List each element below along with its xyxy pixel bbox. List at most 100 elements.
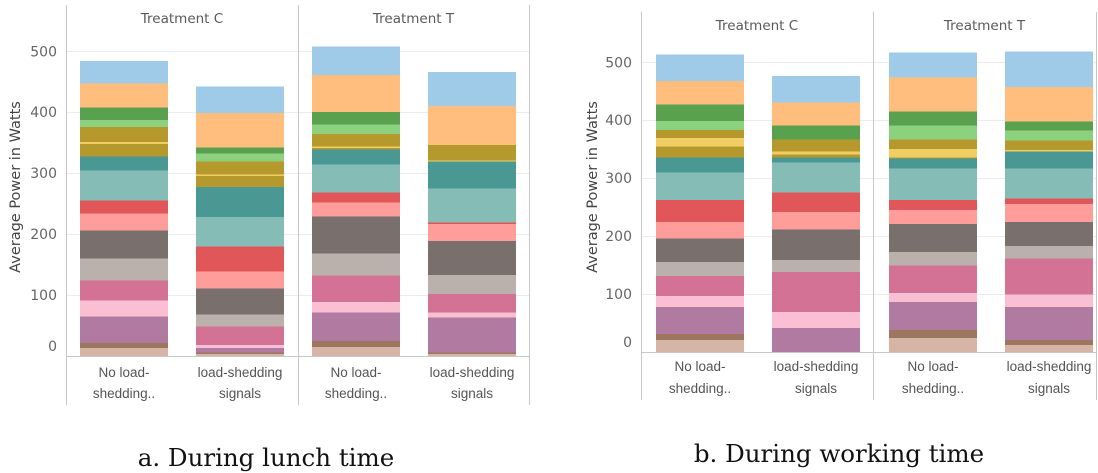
bar-segment	[312, 301, 400, 313]
bar-segment	[312, 124, 400, 135]
y-tick-label: 0	[48, 339, 57, 355]
bar-segment	[889, 329, 977, 339]
bar-segment	[80, 61, 168, 84]
bar-segment	[772, 154, 860, 158]
bar-segment	[80, 348, 168, 356]
bar-segment	[312, 346, 400, 356]
x-category-label: shedding..	[93, 386, 155, 401]
bar-segment	[196, 345, 284, 349]
bar-segment	[656, 334, 744, 340]
stacked-bar	[80, 61, 168, 356]
bar-segment	[1005, 294, 1093, 307]
bar-segment	[80, 126, 168, 143]
y-tick-label: 0	[623, 335, 632, 351]
bar-segment	[312, 202, 400, 217]
bar-segment	[772, 192, 860, 212]
bar-segment	[656, 200, 744, 223]
stacked-bar	[196, 86, 284, 356]
bar-segment	[80, 120, 168, 127]
bar-segment	[772, 125, 860, 140]
bar-segment	[772, 102, 860, 126]
x-category-label: signals	[1028, 381, 1070, 396]
bar-segment	[656, 306, 744, 335]
bar-segment	[196, 314, 284, 327]
bar-segment	[196, 112, 284, 148]
bar-segment	[428, 354, 516, 356]
bar-segment	[428, 222, 516, 224]
bar-segment	[889, 210, 977, 224]
bar-segment	[656, 222, 744, 239]
bar-segment	[656, 146, 744, 158]
bar-segment	[196, 217, 284, 247]
bar-segment	[656, 54, 744, 81]
bar-segment	[889, 338, 977, 352]
bar-segment	[889, 168, 977, 201]
bar-segment	[196, 326, 284, 346]
x-category-label: No load-	[330, 365, 381, 380]
bar-segment	[312, 146, 400, 149]
bar-segment	[1005, 339, 1093, 346]
facet-header: Treatment C	[140, 11, 223, 27]
bar-segment	[312, 148, 400, 150]
bar-segment	[196, 288, 284, 315]
x-category-label: shedding..	[669, 381, 731, 396]
bar-segment	[80, 142, 168, 144]
bar-segment	[196, 354, 284, 356]
bar-segment	[656, 130, 744, 139]
bar-segment	[656, 339, 744, 352]
bar-segment	[312, 216, 400, 254]
bar-segment	[80, 343, 168, 349]
facet-header: Treatment C	[715, 18, 798, 34]
y-tick-label: 500	[30, 44, 57, 60]
bar-segment	[196, 271, 284, 289]
bar-segment	[312, 46, 400, 76]
bar-segment	[656, 276, 744, 296]
bar-segment	[889, 223, 977, 252]
bar-segment	[196, 187, 284, 218]
chart-caption: b. During working time	[694, 439, 984, 468]
bar-segment	[772, 328, 860, 352]
bar-segment	[656, 138, 744, 147]
y-tick-label: 400	[30, 105, 57, 121]
bar-segment	[196, 161, 284, 175]
bar-segment	[80, 107, 168, 121]
bar-segment	[1005, 258, 1093, 295]
stacked-bar	[428, 72, 516, 356]
bar-segment	[196, 174, 284, 177]
bar-segment	[1005, 140, 1093, 150]
bar-segment	[80, 280, 168, 301]
bar-segment	[312, 112, 400, 125]
bar-segment	[889, 149, 977, 158]
bar-segment	[656, 172, 744, 201]
bar-segment	[312, 134, 400, 147]
bar-segment	[656, 120, 744, 131]
bar-segment	[889, 251, 977, 266]
bar-segment	[1005, 222, 1093, 246]
bar-segment	[80, 316, 168, 344]
bar-segment	[312, 340, 400, 347]
bar-segment	[1005, 151, 1093, 169]
x-category-label: load-shedding	[1007, 359, 1092, 374]
stacked-bar	[1005, 51, 1093, 352]
bar-segment	[772, 272, 860, 313]
facet-header: Treatment T	[943, 18, 1026, 34]
y-tick-label: 200	[605, 229, 632, 245]
facet-header: Treatment T	[372, 11, 455, 27]
bar-segment	[428, 160, 516, 162]
stacked-bar	[772, 76, 860, 352]
bar-segment	[772, 139, 860, 152]
bar-segment	[80, 143, 168, 157]
bar-segment	[1005, 51, 1093, 88]
bar-segment	[772, 151, 860, 155]
bar-segment	[428, 352, 516, 355]
x-category-label: shedding..	[902, 381, 964, 396]
bar-segment	[889, 77, 977, 112]
bar-segment	[889, 125, 977, 140]
bar-segment	[889, 158, 977, 169]
bar-segment	[312, 312, 400, 341]
bar-segment	[80, 230, 168, 259]
bar-segment	[1005, 198, 1093, 205]
stacked-bar	[889, 52, 977, 352]
bar-segment	[428, 317, 516, 353]
x-category-label: No load-	[907, 359, 958, 374]
